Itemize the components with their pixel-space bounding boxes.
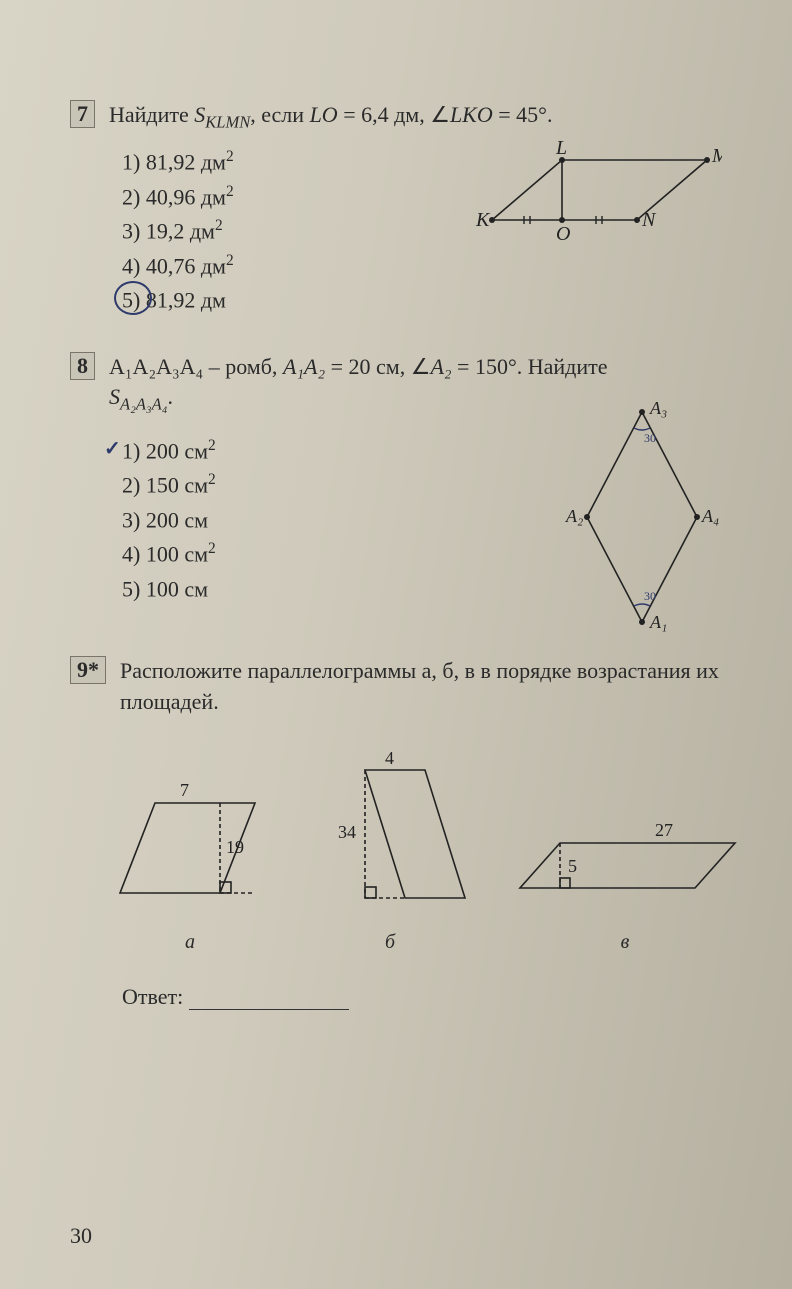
shape-c-label: в: [510, 931, 740, 954]
answer-blank[interactable]: [189, 1009, 349, 1010]
option-7-4: 4) 40,76 дм2: [122, 249, 742, 283]
option-7-5-circled: 5) 81,92 дм: [122, 283, 742, 317]
answer-label: Ответ:: [122, 984, 183, 1009]
problem-7-text: Найдите SKLMN, если LO = 6,4 дм, ∠LKO = …: [109, 100, 699, 133]
shape-b-side: 34: [338, 822, 356, 842]
label-M: M: [711, 145, 722, 167]
rhombus-figure: A₃ A₄ A₁ A₂ 30 30: [562, 402, 722, 632]
shape-c: 27 5 в: [510, 818, 740, 954]
problem-number-7: 7: [70, 100, 95, 128]
shape-a-top: 7: [180, 780, 189, 800]
pen-note-top: 30: [644, 431, 656, 445]
label-N: N: [641, 209, 657, 231]
label-A1: A₁: [649, 612, 667, 632]
problem-number-8: 8: [70, 352, 95, 380]
problem-7: 7 Найдите SKLMN, если LO = 6,4 дм, ∠LKO …: [70, 100, 742, 318]
textbook-page: 7 Найдите SKLMN, если LO = 6,4 дм, ∠LKO …: [0, 0, 792, 1289]
shape-b-label: б: [310, 931, 470, 954]
shape-a: 7 19 а: [110, 778, 270, 954]
answer-line: Ответ:: [122, 984, 742, 1010]
problem-number-9: 9*: [70, 656, 106, 684]
label-A3: A₃: [649, 402, 667, 418]
label-O: O: [556, 223, 570, 245]
label-K: K: [475, 209, 491, 231]
label-A2: A₂: [565, 506, 583, 526]
shape-c-top: 27: [655, 820, 673, 840]
shape-a-side: 19: [226, 837, 244, 857]
shape-c-side: 5: [568, 856, 577, 876]
pen-note-bot: 30: [644, 589, 656, 603]
problem-9: 9* Расположите параллелограммы а, б, в в…: [70, 656, 742, 1010]
parallelogram-c: 27 5: [510, 818, 740, 918]
problem-8: 8 A₁A₂A₃A₄ – ромб, A₁A₂ = 20 см, ∠A₂ = 1…: [70, 352, 742, 606]
label-A4: A₄: [701, 506, 719, 526]
parallelogram-b: 4 34: [310, 748, 470, 918]
shape-a-label: а: [110, 931, 270, 954]
parallelogram-klmn-figure: K L M N O: [462, 140, 722, 250]
page-number: 30: [70, 1223, 92, 1249]
parallelogram-a: 7 19: [110, 778, 270, 918]
shape-b: 4 34 б: [310, 748, 470, 954]
label-L: L: [555, 140, 567, 159]
problem-9-text: Расположите параллелограммы а, б, в в по…: [120, 656, 730, 718]
shapes-row: 7 19 а 4: [110, 748, 742, 954]
shape-b-top: 4: [385, 748, 394, 768]
